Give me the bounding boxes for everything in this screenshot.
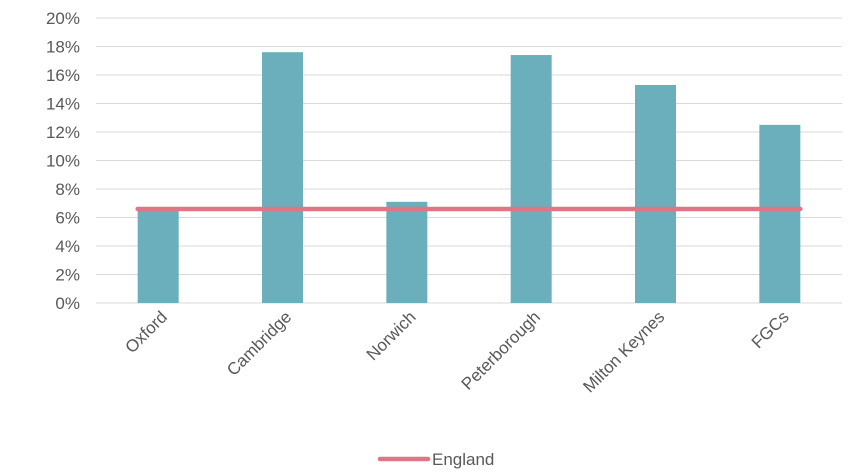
bar-oxford (137, 207, 179, 303)
bar-fgcs (759, 124, 801, 303)
y-tick-label-14: 14% (46, 95, 80, 114)
bar-milton-keynes (635, 84, 676, 303)
x-label-norwich: Norwich (363, 307, 420, 364)
y-tick-label-12: 12% (46, 123, 80, 142)
bar-cambridge (262, 52, 303, 304)
x-label-peterborough: Peterborough (458, 307, 544, 393)
y-axis-ticks: 0% 2% 4% 6% 8% 10% 12% 14% 16% 18% 20% (46, 9, 80, 313)
legend-label-england: England (432, 450, 494, 469)
bars (137, 52, 801, 304)
x-axis-labels: Oxford Cambridge Norwich Peterborough Milton… (121, 307, 792, 396)
y-tick-label-2: 2% (55, 266, 80, 285)
y-tick-label-4: 4% (55, 237, 80, 256)
legend: England (377, 450, 494, 469)
y-tick-label-0: 0% (55, 294, 80, 313)
y-tick-label-6: 6% (55, 209, 80, 228)
x-label-milton-keynes: Milton Keynes (579, 307, 668, 396)
y-tick-label-10: 10% (46, 152, 80, 171)
y-tick-label-18: 18% (46, 38, 80, 57)
bar-peterborough (510, 55, 552, 303)
y-tick-label-20: 20% (46, 9, 80, 28)
x-label-cambridge: Cambridge (223, 307, 295, 379)
y-tick-label-16: 16% (46, 66, 80, 85)
bar-norwich (386, 201, 428, 303)
x-label-fgcs: FGCs (748, 307, 793, 352)
gridlines (96, 17, 842, 304)
x-label-oxford: Oxford (121, 307, 171, 357)
y-tick-label-8: 8% (55, 180, 80, 199)
